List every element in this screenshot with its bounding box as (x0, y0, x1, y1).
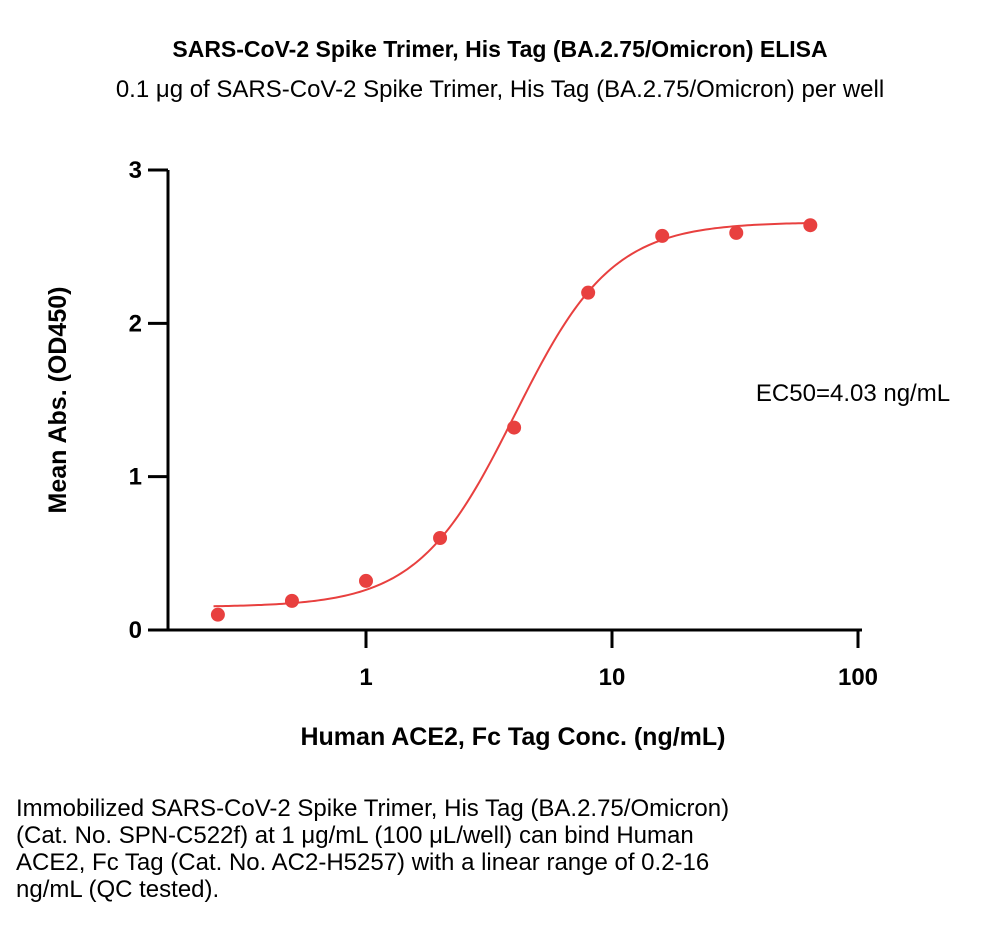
data-point (655, 228, 670, 243)
y-tick-label: 2 (129, 310, 142, 337)
y-tick-label: 1 (129, 464, 142, 491)
data-point (210, 607, 225, 622)
y-tick-label: 0 (129, 617, 142, 644)
data-point (359, 573, 373, 588)
chart-title: SARS-CoV-2 Spike Trimer, His Tag (BA.2.7… (172, 36, 828, 62)
elisa-chart: 0 1 2 3 1 10 100 Human ACE2, Fc Tag Conc. (ng/m… (44, 157, 950, 751)
x-tick-label: 10 (599, 664, 626, 691)
axes (148, 168, 862, 648)
caption-line: Immobilized SARS-CoV-2 Spike Trimer, His… (16, 795, 730, 822)
data-point (284, 593, 299, 608)
caption-line: ACE2, Fc Tag (Cat. No. AC2-H5257) with a… (16, 849, 710, 876)
figure-caption: Immobilized SARS-CoV-2 Spike Trimer, His… (16, 795, 916, 903)
caption-line: (Cat. No. SPN-C522f) at 1 μg/mL (100 μL/… (16, 822, 694, 849)
x-tick-label: 1 (359, 664, 372, 691)
x-axis-title: Human ACE2, Fc Tag Conc. (ng/mL) (300, 723, 725, 751)
y-tick-label: 3 (129, 157, 142, 184)
y-axis-title: Mean Abs. (OD450) (44, 287, 72, 514)
data-point (433, 531, 448, 545)
data-point (507, 420, 522, 435)
chart-subtitle: 0.1 μg of SARS-CoV-2 Spike Trimer, His T… (115, 76, 885, 103)
caption-line: ng/mL (QC tested). (16, 876, 220, 903)
fit-curve (213, 222, 811, 608)
ec50-annotation: EC50=4.03 ng/mL (756, 380, 950, 407)
data-points (210, 218, 818, 622)
axis-labels: 0 1 2 3 1 10 100 Human ACE2, Fc Tag Conc. (ng/m… (44, 157, 950, 751)
data-point (729, 225, 744, 240)
data-point (581, 285, 596, 300)
x-tick-label: 100 (838, 664, 878, 691)
data-point (803, 218, 818, 233)
fit-curve-group (213, 222, 811, 608)
